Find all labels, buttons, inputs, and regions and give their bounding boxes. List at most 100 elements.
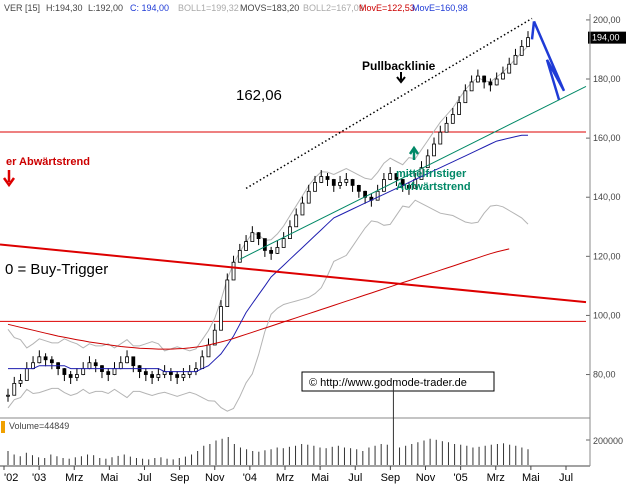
price-body-70: [444, 122, 449, 133]
price-body-47: [300, 202, 305, 216]
price-body-68: [432, 143, 436, 157]
price-body-5: [37, 356, 42, 364]
header-boll2: BOLL2=167,09: [303, 3, 364, 13]
header-low: L:192,00: [88, 3, 123, 13]
x-tick-label-10: Jul: [348, 472, 362, 484]
forecast-path: [532, 20, 566, 101]
x-tick-label-8: Mrz: [276, 472, 294, 484]
price-body-81: [513, 54, 518, 65]
last-price-tag: [588, 31, 626, 44]
price-body-40: [256, 232, 261, 239]
price-body-39: [250, 232, 255, 242]
pullback-label: Pullbacklinie: [362, 59, 436, 73]
price-body-28: [181, 374, 186, 378]
price-body-78: [494, 78, 499, 86]
x-tick-label-0: '02: [4, 472, 18, 484]
x-tick-label-4: Jul: [137, 472, 151, 484]
volume-bars: [7, 384, 590, 465]
pullback-line: [245, 17, 533, 190]
forecast-stub: [530, 21, 536, 40]
header-move2: MovE=160,98: [412, 3, 468, 13]
price-body-16: [106, 371, 111, 375]
price-body-56: [356, 185, 361, 192]
price-body-44: [281, 238, 286, 248]
header-high: H:194,30: [46, 3, 83, 13]
x-tick-label-13: '05: [453, 472, 467, 484]
price-body-24: [156, 374, 161, 378]
bollinger-lower: [7, 199, 529, 412]
price-body-73: [463, 90, 468, 104]
price-body-0: [6, 394, 10, 397]
price-body-82: [519, 46, 524, 56]
trend-overlays: [0, 17, 587, 373]
price-body-46: [294, 214, 299, 228]
x-tick-label-11: Sep: [381, 472, 401, 484]
price-body-59: [375, 190, 380, 201]
y-axis: 80,00 100,00 120,00 140,00 160,00 180,00 200,0…: [586, 15, 626, 380]
price-body-20: [131, 356, 136, 367]
price-body-61: [388, 173, 393, 180]
price-body-74: [469, 81, 474, 92]
y-tick-label-6: 200,00: [593, 15, 621, 25]
x-tick-label-3: Mai: [101, 472, 119, 484]
price-body-9: [62, 368, 67, 375]
y-tick-label-3: 140,00: [593, 192, 621, 202]
x-tick-label-5: Sep: [170, 472, 190, 484]
y-tick-label-5: 180,00: [593, 74, 621, 84]
price-body-36: [231, 261, 236, 281]
uptrend-arrow: [408, 145, 420, 160]
price-body-75: [475, 75, 480, 83]
price-body-55: [350, 179, 355, 186]
price-body-80: [507, 63, 512, 74]
price-body-17: [112, 368, 117, 375]
header-symbol: VER [15]: [4, 3, 40, 13]
uptrend-label-line2: Aufwärtstrend: [396, 181, 471, 193]
volume-label: Volume=44849: [9, 421, 69, 431]
x-tick-label-15: Mai: [522, 472, 540, 484]
x-tick-label-12: Nov: [416, 472, 436, 484]
price-body-38: [244, 241, 248, 251]
price-body-45: [288, 226, 292, 239]
moving-average-blue: [8, 134, 528, 373]
price-body-22: [143, 371, 148, 375]
price-body-43: [275, 247, 280, 254]
price-body-32: [206, 344, 211, 358]
uptrend-label-line1: mittelfristiger: [396, 168, 467, 180]
price-body-53: [338, 182, 342, 186]
price-body-18: [118, 362, 123, 370]
x-tick-label-2: Mrz: [65, 472, 83, 484]
price-body-77: [488, 81, 493, 86]
bollinger-bands: [7, 45, 529, 412]
x-tick-label-6: Nov: [205, 472, 225, 484]
downtrend-line: [0, 243, 587, 304]
y-tick-label-0: 80,00: [593, 370, 616, 380]
price-body-66: [419, 167, 424, 180]
resistance-label: 162,06: [236, 87, 282, 104]
x-tick-label-9: Mai: [311, 472, 329, 484]
price-body-23: [150, 374, 154, 378]
price-body-1: [12, 383, 17, 396]
downtrend-arrow: [2, 170, 16, 188]
moving-average-red: [7, 248, 510, 350]
price-body-31: [200, 356, 205, 370]
price-body-13: [87, 362, 92, 370]
bollinger-upper: [7, 45, 529, 352]
x-tick-label-1: '03: [32, 472, 46, 484]
volume-axis-label: 200000: [593, 436, 623, 446]
watermark-text: © http://www.godmode-trader.de: [309, 377, 467, 389]
price-body-42: [269, 250, 274, 254]
price-body-10: [68, 374, 73, 378]
price-body-7: [49, 359, 54, 364]
price-body-69: [438, 131, 443, 145]
header-close: C: 194,00: [130, 3, 169, 13]
y-tick-label-1: 100,00: [593, 310, 621, 320]
price-body-6: [43, 356, 48, 361]
price-body-83: [526, 37, 530, 47]
price-body-35: [225, 279, 230, 307]
price-body-34: [219, 306, 223, 331]
downtrend-label: er Abwärtstrend: [6, 156, 90, 168]
x-axis: '02 '03 Mrz Mai Jul Sep Nov '04 Mrz Mai Jul Sep Nov '…: [3, 466, 573, 484]
last-price-label: 194,00: [592, 33, 620, 43]
buy-trigger-label: 0 = Buy-Trigger: [5, 261, 108, 278]
